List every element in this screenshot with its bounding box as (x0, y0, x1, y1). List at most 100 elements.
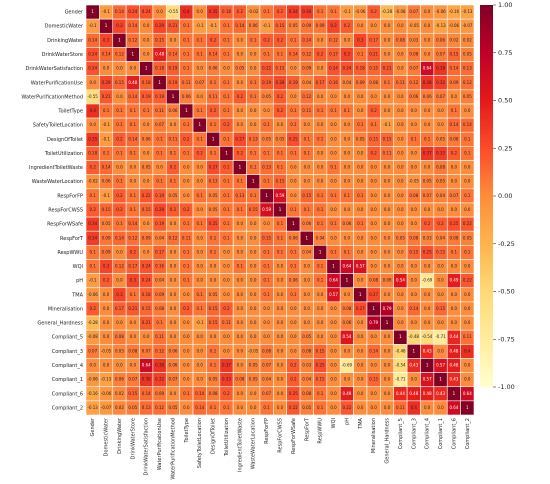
cell-value-label: 0.0 (290, 320, 297, 325)
cell-value-label: 0.0 (116, 249, 123, 254)
cell-value-label: 1 (265, 193, 268, 198)
column-label: General_Hardness (385, 418, 391, 464)
cell-value-label: 0.0 (237, 348, 244, 353)
cell-value-label: 0.43 (449, 377, 458, 382)
cell-value-label: 0.19 (289, 80, 298, 85)
cell-value-label: 0.02 (449, 37, 458, 42)
cell-value-label: 0.06 (102, 179, 111, 184)
cell-value-label: 0.59 (276, 193, 285, 198)
cell-value-label: 0.0 (357, 405, 364, 410)
cell-value-label: 0.0 (464, 108, 471, 113)
cell-value-label: 0.21 (128, 306, 137, 311)
cell-value-label: 0.0 (210, 264, 217, 269)
cell-value-label: 0.0 (330, 391, 337, 396)
cell-value-label: 0.1 (317, 278, 324, 283)
cell-value-label: 0.4 (183, 9, 190, 14)
cell-value-label: 0.0 (183, 363, 190, 368)
colorbar-tick-label: 0.25 (498, 144, 512, 152)
cell-value-label: 0.1 (197, 37, 204, 42)
column-label: DomesticWater (104, 417, 110, 456)
cell-value-label: 0.06 (342, 320, 351, 325)
cell-value-label: 0.0 (223, 292, 230, 297)
cell-value-label: 0.0 (384, 37, 391, 42)
cell-value-label: 0.05 (209, 377, 218, 382)
cell-value-label: -0.13 (435, 23, 446, 28)
cell-value-label: 0.35 (209, 9, 218, 14)
cell-value-label: 0.0 (237, 51, 244, 56)
cell-value-label: 0.0 (330, 348, 337, 353)
cell-value-label: 0.1 (223, 94, 230, 99)
cell-value-label: 0.0 (197, 179, 204, 184)
cell-value-label: 0.0 (304, 122, 311, 127)
cell-value-label: 1 (372, 306, 375, 311)
cell-value-label: 0.0 (344, 94, 351, 99)
cell-value-label: 0.19 (155, 221, 164, 226)
cell-value-label: 0.29 (155, 23, 164, 28)
cell-value-label: -0.06 (355, 9, 366, 14)
cell-value-label: 0.25 (209, 221, 218, 226)
cell-value-label: 0.11 (209, 94, 218, 99)
cell-value-label: 0.0 (116, 165, 123, 170)
cell-value-label: 0.0 (384, 377, 391, 382)
cell-value-label: 0.05 (169, 405, 178, 410)
cell-value-label: 0.15 (302, 193, 311, 198)
cell-value-label: 0.0 (277, 306, 284, 311)
row-label: IngredientToiletWaste (29, 165, 83, 171)
cell-value-label: 0.0 (357, 94, 364, 99)
cell-value-label: 0.0 (317, 37, 324, 42)
cell-value-label: 0.0 (397, 150, 404, 155)
cell-value-label: 0.1 (290, 37, 297, 42)
cell-value-label: 0.18 (155, 66, 164, 71)
cell-value-label: 0.37 (222, 363, 231, 368)
cell-value-label: 0.64 (342, 264, 351, 269)
cell-value-label: 0.0 (344, 207, 351, 212)
cell-value-label: -0.06 (88, 292, 99, 297)
column-label: ToiletType (184, 418, 190, 444)
row-label: DrinkWaterSatisfaction (26, 66, 83, 72)
cell-value-label: 0.0 (290, 165, 297, 170)
cell-value-label: 0.43 (409, 363, 418, 368)
column-label: Mineralisation (371, 418, 377, 453)
cell-value-label: -0.28 (88, 320, 99, 325)
cell-value-label: 0.0 (197, 235, 204, 240)
cell-value-label: -0.1 (102, 136, 110, 141)
row-label: General_Hardness (37, 321, 83, 327)
cell-value-label: 0.08 (409, 235, 418, 240)
cell-value-label: 0.0 (250, 122, 257, 127)
cell-value-label: 0.0 (384, 334, 391, 339)
cell-value-label: 0.07 (262, 363, 271, 368)
cell-value-label: 0.12 (169, 235, 178, 240)
cell-value-label: 0.0 (357, 377, 364, 382)
cell-value-label: 0.1 (263, 264, 270, 269)
cell-value-label: 0.1 (210, 150, 217, 155)
cell-value-label: 0.0 (183, 348, 190, 353)
cell-value-label: 1 (145, 66, 148, 71)
cell-value-label: 0.0 (197, 278, 204, 283)
row-label: Compliant_3 (52, 349, 83, 355)
cell-value-label: 0.1 (290, 264, 297, 269)
cell-value-label: 0.0 (344, 165, 351, 170)
colorbar-tick-label: 1.00 (498, 1, 512, 9)
cell-value-label: 0.0 (344, 377, 351, 382)
cell-value-label: 0.0 (317, 94, 324, 99)
cell-value-label: 0.18 (222, 9, 231, 14)
cell-value-label: 0.1 (330, 221, 337, 226)
cell-value-label: 0.02 (115, 391, 124, 396)
cell-value-label: 0.49 (342, 391, 351, 396)
cell-value-label: 0.13 (235, 193, 244, 198)
cell-value-label: 0.25 (316, 363, 325, 368)
cell-value-label: 0.16 (329, 80, 338, 85)
cell-value-label: 0.1 (156, 320, 163, 325)
cell-value-label: 0.2 (290, 377, 297, 382)
cell-value-label: 0.05 (302, 405, 311, 410)
cell-value-label: 0.14 (169, 51, 178, 56)
cell-value-label: 0.05 (209, 193, 218, 198)
cell-value-label: -0.06 (435, 9, 446, 14)
cell-value-label: 0.15 (383, 136, 392, 141)
cell-value-label: 0.1 (317, 193, 324, 198)
cell-value-label: 0.09 (102, 235, 111, 240)
cell-value-label: 0.12 (302, 94, 311, 99)
row-label: RespWWU (57, 250, 83, 256)
cell-value-label: 0.0 (437, 108, 444, 113)
cell-value-label: 0.05 (276, 136, 285, 141)
